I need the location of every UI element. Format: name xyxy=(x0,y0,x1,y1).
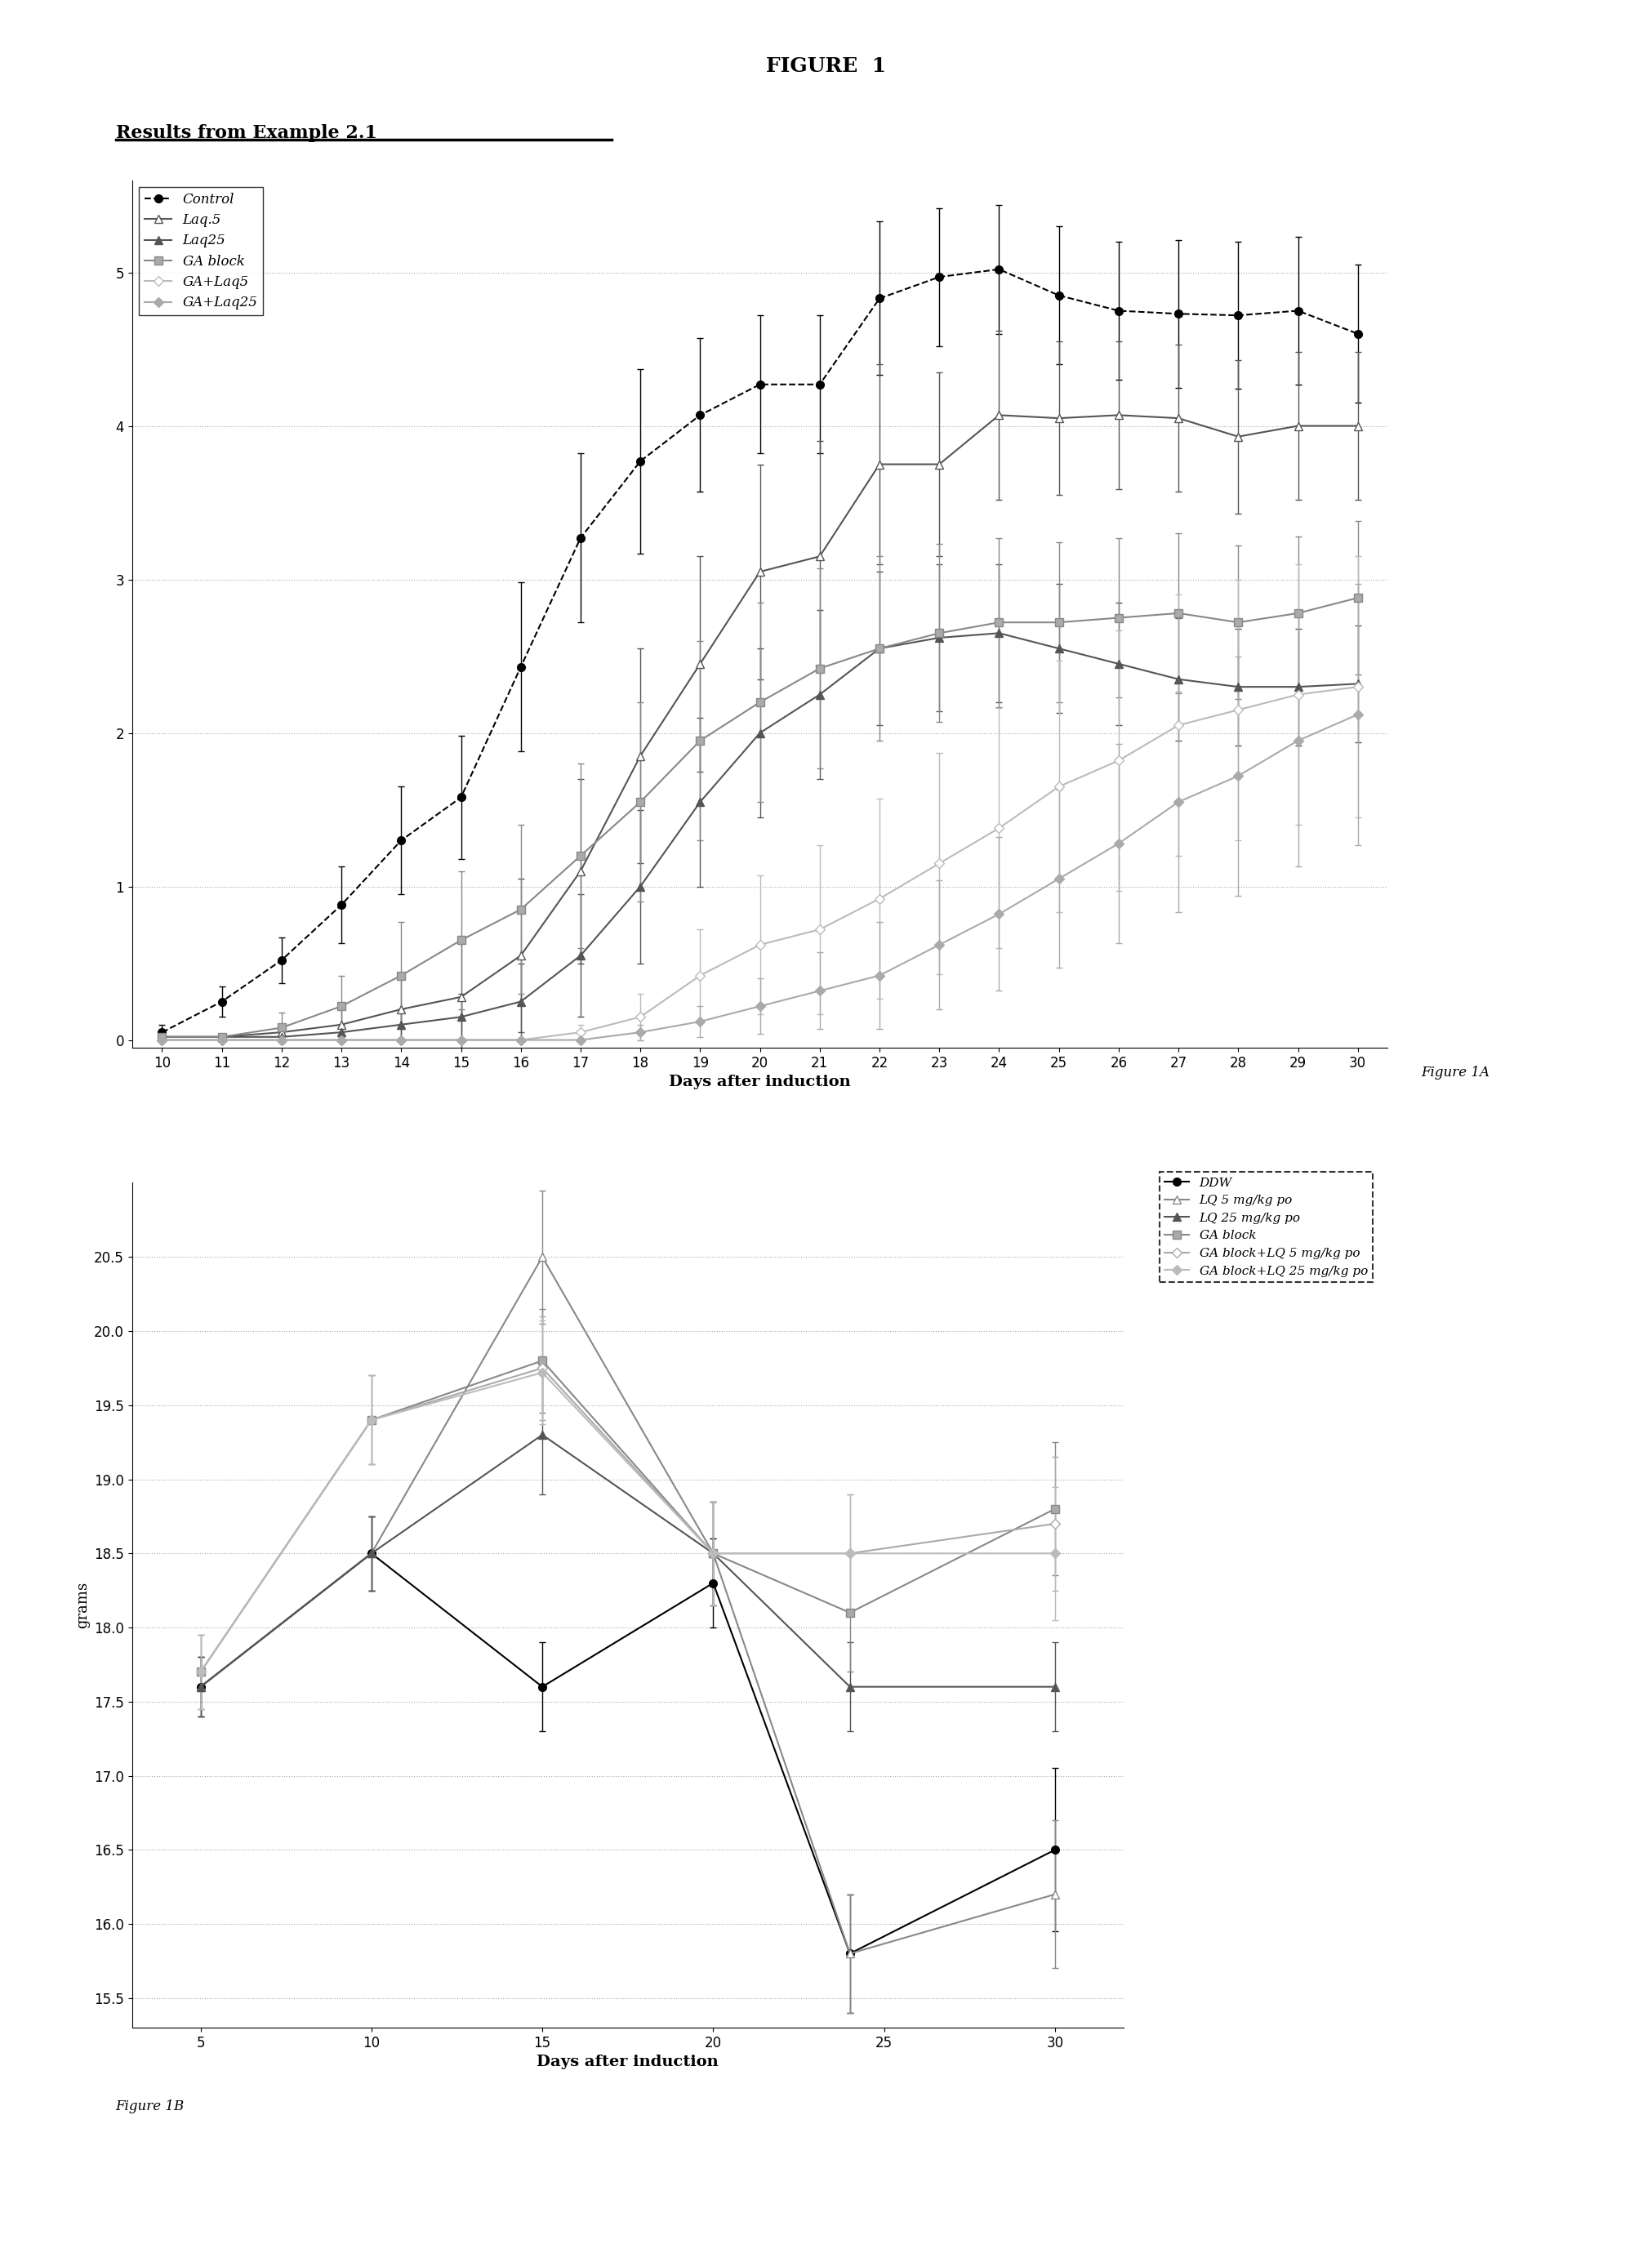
Text: Figure 1B: Figure 1B xyxy=(116,2100,185,2113)
Y-axis label: grams: grams xyxy=(74,1582,89,1629)
Text: Figure 1A: Figure 1A xyxy=(1421,1066,1490,1079)
Legend: Control, Laq.5, Laq25, GA block, GA+Laq5, GA+Laq25: Control, Laq.5, Laq25, GA block, GA+Laq5… xyxy=(139,187,263,315)
Legend: DDW, LQ 5 mg/kg po, LQ 25 mg/kg po, GA block, GA block+LQ 5 mg/kg po, GA block+L: DDW, LQ 5 mg/kg po, LQ 25 mg/kg po, GA b… xyxy=(1160,1172,1373,1282)
Text: FIGURE  1: FIGURE 1 xyxy=(767,56,885,77)
X-axis label: Days after induction: Days after induction xyxy=(669,1075,851,1090)
Text: Results from Example 2.1: Results from Example 2.1 xyxy=(116,124,377,142)
X-axis label: Days after induction: Days after induction xyxy=(537,2055,719,2071)
